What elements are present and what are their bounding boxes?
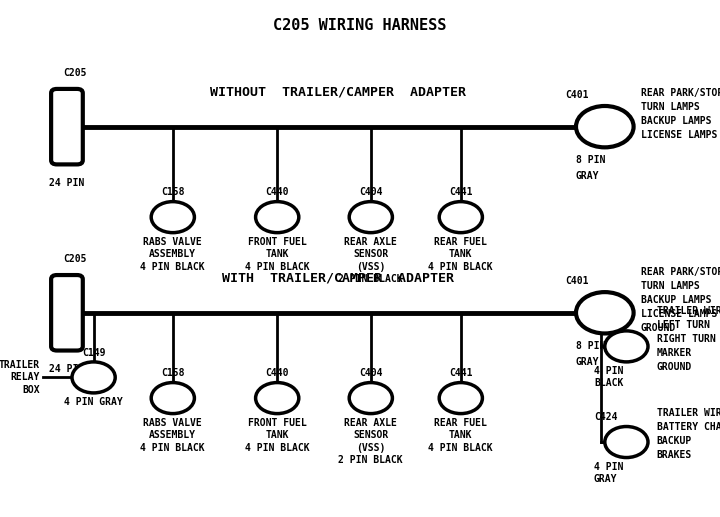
Text: 4 PIN GRAY: 4 PIN GRAY: [64, 397, 123, 407]
Circle shape: [256, 202, 299, 233]
Text: FRONT FUEL
TANK
4 PIN BLACK: FRONT FUEL TANK 4 PIN BLACK: [245, 237, 310, 271]
Text: GRAY: GRAY: [576, 357, 600, 367]
Text: REAR PARK/STOP
TURN LAMPS
BACKUP LAMPS
LICENSE LAMPS
GROUND: REAR PARK/STOP TURN LAMPS BACKUP LAMPS L…: [641, 267, 720, 333]
Text: C149: C149: [82, 348, 105, 358]
Text: C440: C440: [266, 369, 289, 378]
Text: 24 PIN: 24 PIN: [50, 364, 84, 374]
Circle shape: [605, 331, 648, 362]
Text: C401: C401: [565, 276, 589, 286]
Text: REAR AXLE
SENSOR
(VSS)
2 PIN BLACK: REAR AXLE SENSOR (VSS) 2 PIN BLACK: [338, 237, 403, 284]
Text: C441: C441: [449, 369, 472, 378]
Text: RABS VALVE
ASSEMBLY
4 PIN BLACK: RABS VALVE ASSEMBLY 4 PIN BLACK: [140, 237, 205, 271]
Circle shape: [439, 383, 482, 414]
Text: 24 PIN: 24 PIN: [50, 178, 84, 188]
Circle shape: [605, 427, 648, 458]
FancyBboxPatch shape: [51, 275, 83, 351]
Text: 8 PIN: 8 PIN: [576, 155, 606, 165]
Circle shape: [576, 106, 634, 147]
Text: 4 PIN
GRAY: 4 PIN GRAY: [594, 462, 624, 484]
Text: C424: C424: [594, 413, 618, 422]
Circle shape: [151, 202, 194, 233]
Circle shape: [72, 362, 115, 393]
Text: WITH  TRAILER/CAMPER  ADAPTER: WITH TRAILER/CAMPER ADAPTER: [222, 271, 454, 284]
Text: C158: C158: [161, 188, 184, 197]
Text: C205: C205: [63, 68, 87, 78]
Text: FRONT FUEL
TANK
4 PIN BLACK: FRONT FUEL TANK 4 PIN BLACK: [245, 418, 310, 452]
Text: REAR FUEL
TANK
4 PIN BLACK: REAR FUEL TANK 4 PIN BLACK: [428, 237, 493, 271]
Text: C407: C407: [594, 317, 618, 327]
Text: REAR AXLE
SENSOR
(VSS)
2 PIN BLACK: REAR AXLE SENSOR (VSS) 2 PIN BLACK: [338, 418, 403, 465]
Circle shape: [151, 383, 194, 414]
Text: REAR PARK/STOP
TURN LAMPS
BACKUP LAMPS
LICENSE LAMPS: REAR PARK/STOP TURN LAMPS BACKUP LAMPS L…: [641, 88, 720, 140]
Text: RABS VALVE
ASSEMBLY
4 PIN BLACK: RABS VALVE ASSEMBLY 4 PIN BLACK: [140, 418, 205, 452]
Text: TRAILER WIRES
LEFT TURN
RIGHT TURN
MARKER
GROUND: TRAILER WIRES LEFT TURN RIGHT TURN MARKE…: [657, 306, 720, 372]
Text: 4 PIN
BLACK: 4 PIN BLACK: [594, 366, 624, 388]
Text: C440: C440: [266, 188, 289, 197]
Circle shape: [439, 202, 482, 233]
FancyBboxPatch shape: [51, 89, 83, 164]
Text: WITHOUT  TRAILER/CAMPER  ADAPTER: WITHOUT TRAILER/CAMPER ADAPTER: [210, 85, 467, 98]
Text: TRAILER
RELAY
BOX: TRAILER RELAY BOX: [0, 360, 40, 395]
Circle shape: [576, 292, 634, 333]
Text: TRAILER WIRES
BATTERY CHARGE
BACKUP
BRAKES: TRAILER WIRES BATTERY CHARGE BACKUP BRAK…: [657, 408, 720, 460]
Text: C401: C401: [565, 90, 589, 100]
Circle shape: [349, 383, 392, 414]
Text: C205: C205: [63, 254, 87, 264]
Text: GRAY: GRAY: [576, 171, 600, 180]
Text: C404: C404: [359, 188, 382, 197]
Text: C158: C158: [161, 369, 184, 378]
Text: 8 PIN: 8 PIN: [576, 341, 606, 351]
Text: C404: C404: [359, 369, 382, 378]
Text: C441: C441: [449, 188, 472, 197]
Text: C205 WIRING HARNESS: C205 WIRING HARNESS: [274, 18, 446, 33]
Circle shape: [256, 383, 299, 414]
Text: REAR FUEL
TANK
4 PIN BLACK: REAR FUEL TANK 4 PIN BLACK: [428, 418, 493, 452]
Circle shape: [349, 202, 392, 233]
